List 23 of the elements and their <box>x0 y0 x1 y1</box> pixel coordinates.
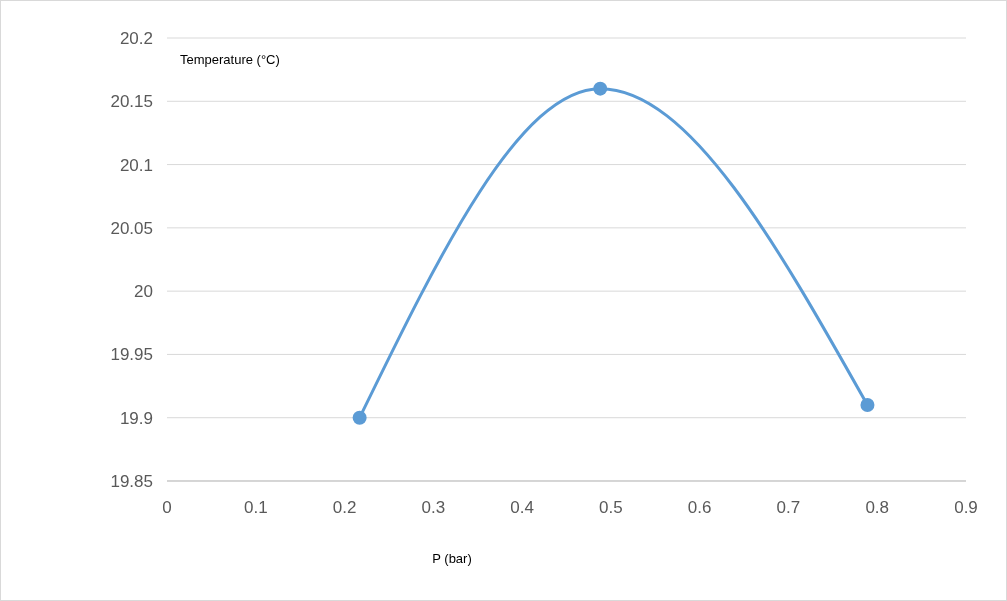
point <box>860 398 875 413</box>
y-tick-label: 20 <box>134 282 153 302</box>
y-tick-label: 20.2 <box>119 28 153 48</box>
y-tick-label: 19.95 <box>110 345 153 365</box>
y-tick-label: 20.05 <box>110 218 153 238</box>
x-axis-title: P (bar) <box>432 551 472 566</box>
x-tick-label: 0.8 <box>865 498 890 517</box>
x-tick-label: 0.9 <box>954 498 978 517</box>
point <box>352 410 367 425</box>
x-tick-label: 0.3 <box>421 498 446 517</box>
x-tick-label: 0.5 <box>599 498 623 517</box>
x-tick-label: 0.7 <box>776 498 801 517</box>
x-tick-label: 0.6 <box>687 498 712 517</box>
point <box>593 81 608 96</box>
x-tick-label: 0.4 <box>510 498 534 517</box>
x-tick-label: 0.1 <box>243 498 268 517</box>
y-tick-label: 19.85 <box>110 471 153 491</box>
y-tick-label: 19.9 <box>119 408 153 428</box>
y-tick-label: 20.15 <box>110 92 153 112</box>
y-tick-label: 20.1 <box>119 155 153 175</box>
y-axis-title: Temperature (°C) <box>180 52 280 67</box>
x-tick-label: 0 <box>162 498 172 517</box>
x-tick-label: 0.2 <box>332 498 357 517</box>
